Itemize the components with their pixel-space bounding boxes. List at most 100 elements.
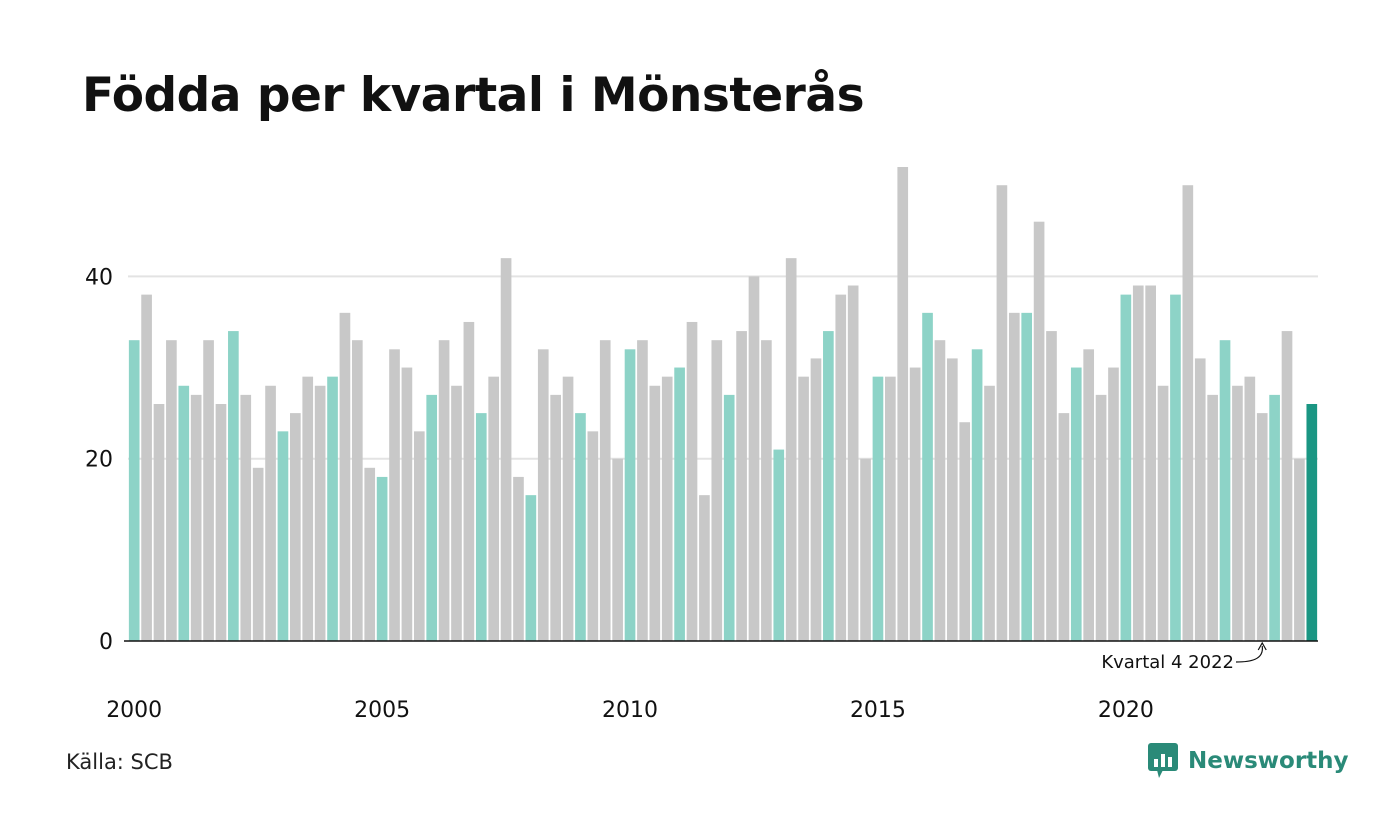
bar-2022-q1 (1219, 340, 1231, 641)
x-tick-label-2010: 2010 (602, 698, 658, 723)
bar-2002-q4 (265, 385, 276, 641)
bar-2005-q3 (401, 367, 413, 641)
bar-2004-q4 (364, 467, 376, 641)
bar-2010-q4 (661, 376, 673, 641)
bar-2011-q1 (674, 367, 685, 641)
annotation: Kvartal 4 2022 (1101, 641, 1267, 673)
bar-2009-q4 (612, 458, 623, 641)
bar-2013-q3 (798, 376, 809, 641)
bar-2016-q1 (922, 312, 933, 641)
bar-2008-q1 (525, 495, 537, 641)
bar-2007-q3 (500, 258, 512, 641)
bar-2011-q3 (699, 495, 710, 641)
bar-2007-q2 (488, 376, 500, 641)
bar-2000-q1 (128, 340, 140, 641)
bar-2007-q1 (475, 413, 487, 641)
bar-2004-q1 (327, 376, 338, 641)
bar-2013-q2 (785, 258, 797, 641)
bar-2014-q1 (823, 331, 834, 641)
x-tick-label-2000: 2000 (106, 698, 162, 723)
bar-2012-q2 (736, 331, 747, 641)
bar-2015-q4 (909, 367, 921, 641)
bar-2015-q3 (897, 167, 909, 641)
bar-2012-q3 (748, 276, 760, 641)
source-credit: Källa: SCB (66, 750, 173, 774)
bar-2023-q1 (1269, 394, 1280, 641)
bar-2013-q4 (810, 358, 822, 641)
bar-2016-q3 (946, 358, 958, 641)
bar-2006-q3 (451, 385, 462, 641)
bar-2018-q4 (1058, 413, 1070, 641)
annotation-arrow (1235, 645, 1263, 663)
bar-2015-q2 (885, 376, 896, 641)
bar-2022-q4 (1256, 413, 1268, 641)
bar-2000-q3 (153, 404, 165, 641)
bar-2006-q1 (426, 394, 438, 641)
bar-2021-q3 (1194, 358, 1206, 641)
bar-2012-q1 (723, 394, 735, 641)
brand-logo[interactable]: Newsworthy (1148, 743, 1349, 779)
bar-2004-q2 (339, 312, 351, 641)
bar-2017-q4 (1008, 312, 1020, 641)
bar-2002-q1 (228, 331, 239, 641)
bar-2008-q2 (537, 349, 549, 641)
bar-2023-q3 (1294, 458, 1305, 641)
bar-2017-q3 (996, 185, 1008, 642)
bar-2020-q3 (1145, 285, 1156, 641)
bar-2015-q1 (872, 376, 884, 641)
bar-2008-q3 (550, 394, 561, 641)
axes: 0 20 40 2000 2005 2010 2015 2020 (85, 265, 1318, 723)
bar-2023-q4 (1306, 404, 1318, 641)
bar-2001-q4 (215, 404, 227, 641)
bar-2019-q2 (1083, 349, 1095, 641)
bar-2006-q4 (463, 321, 475, 641)
bar-2022-q3 (1244, 376, 1256, 641)
y-tick-label-0: 0 (99, 630, 113, 655)
bar-2021-q2 (1182, 185, 1194, 642)
bar-2002-q3 (252, 467, 264, 641)
bar-2009-q2 (587, 431, 599, 641)
bars (128, 167, 1318, 642)
brand-name: Newsworthy (1188, 748, 1349, 774)
bar-2020-q4 (1157, 385, 1169, 641)
newsworthy-logo-icon (1148, 743, 1178, 778)
bar-2003-q4 (314, 385, 326, 641)
bar-2000-q2 (141, 294, 152, 641)
bar-2007-q4 (513, 476, 524, 641)
bar-2019-q1 (1070, 367, 1082, 641)
bar-2009-q3 (599, 340, 611, 641)
bar-2016-q4 (959, 422, 971, 641)
bar-2016-q2 (934, 340, 946, 641)
bar-2009-q1 (575, 413, 586, 641)
bar-2010-q2 (637, 340, 648, 641)
bar-2006-q2 (438, 340, 450, 641)
x-tick-label-2005: 2005 (354, 698, 410, 723)
bar-2023-q2 (1281, 331, 1293, 641)
bar-2018-q2 (1033, 221, 1045, 641)
bar-2020-q2 (1132, 285, 1144, 641)
bar-2021-q1 (1170, 294, 1181, 641)
bar-2021-q4 (1207, 394, 1218, 641)
y-tick-label-40: 40 (85, 265, 113, 290)
y-tick-label-20: 20 (85, 448, 113, 473)
bar-2001-q1 (178, 385, 190, 641)
bar-2017-q1 (971, 349, 983, 641)
bar-2005-q4 (413, 431, 425, 641)
bar-2020-q1 (1120, 294, 1132, 641)
annotation-label: Kvartal 4 2022 (1101, 652, 1234, 673)
bar-2019-q4 (1108, 367, 1119, 641)
bar-2010-q1 (624, 349, 636, 641)
bar-2003-q1 (277, 431, 289, 641)
x-tick-label-2015: 2015 (850, 698, 906, 723)
bar-2017-q2 (984, 385, 995, 641)
bar-2001-q2 (190, 394, 202, 641)
bar-2014-q2 (835, 294, 847, 641)
bar-2001-q3 (203, 340, 214, 641)
bar-2010-q3 (649, 385, 661, 641)
bar-2012-q4 (761, 340, 772, 641)
bar-2014-q3 (847, 285, 859, 641)
bar-2005-q1 (376, 476, 388, 641)
annotation-arrowhead (1257, 641, 1267, 651)
bar-2022-q2 (1232, 385, 1243, 641)
bar-2003-q2 (290, 413, 301, 641)
